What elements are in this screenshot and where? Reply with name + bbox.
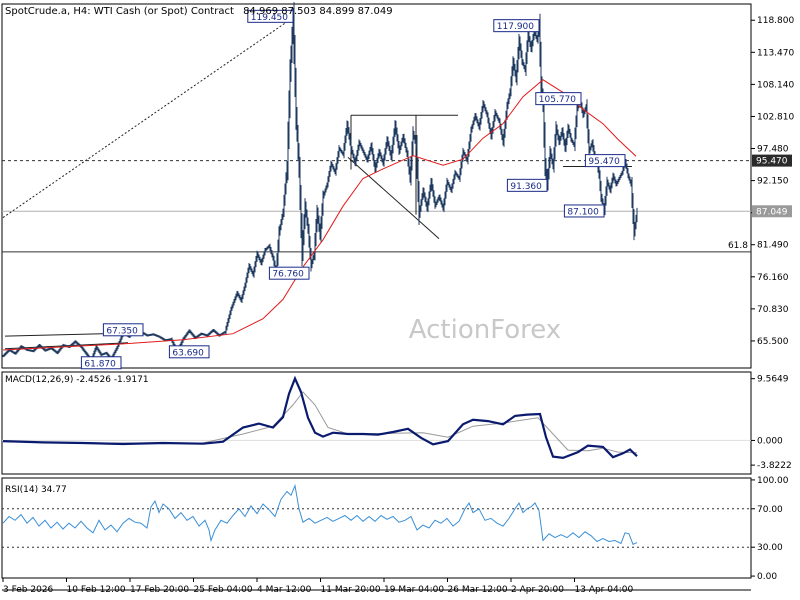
symbol-label: SpotCrude.a, H4: WTI Cash (or Spot) Cont… [5,6,234,17]
price-annotation-box [506,178,548,192]
time-tick-label: 13 Apr 04:00 [575,585,634,595]
price-ytick-label: 81.490 [757,241,789,251]
price-annotation-label: 91.360 [510,182,542,192]
price-annotation-label: 63.690 [172,348,204,358]
price-ytick-label: 108.140 [757,80,794,90]
price-ytick-label: 97.480 [757,145,789,155]
price-tag-box [752,205,792,218]
price-ytick-label: 118.800 [757,16,794,26]
rsi-title: RSI(14) 34.77 [5,485,67,495]
time-tick-label: 11 Mar 20:00 [321,585,381,595]
rsi-line [2,483,638,545]
time-tick-label: 3 Feb 2026 [3,585,54,595]
price-annotation-label: 76.760 [272,270,304,280]
rsi-ytick-label: 0.00 [757,572,777,582]
macd-line [2,375,638,460]
price-tag-box [752,154,792,167]
price-ytick-label: 102.810 [757,112,794,122]
price-annotation-label: 117.900 [497,22,534,32]
price-annotation-box [80,356,122,370]
chart-header: SpotCrude.a, H4: WTI Cash (or Spot) Cont… [5,6,393,17]
price-annotation-box [584,154,626,168]
price-annotation-box [563,204,605,218]
price-ytick-label: 70.830 [757,305,789,315]
price-ytick-label: 113.470 [757,48,794,58]
time-tick-label: 17 Feb 20:00 [130,585,189,595]
time-tick-label: 4 Mar 12:00 [257,585,312,595]
axes: 118.800 113.470 108.140 102.810 97.480 92.150… [2,16,794,595]
rsi-frame [1,477,752,579]
macd-signal-line [2,391,638,454]
price-annotation-label: 95.470 [588,157,620,167]
price-annotation-label: 119.450 [251,13,288,23]
price-annotation-label: 67.350 [106,326,138,336]
price-panel: 61.8 119.450 117.900 105.770 95.470 91.360 87.… [2,2,751,370]
trendline [347,157,440,240]
price-annotation-box [268,266,310,280]
price-tag-label: 95.470 [756,157,788,167]
price-annotation-box [168,345,210,359]
rsi-ytick-label: 30.00 [757,543,783,553]
time-tick-label: 2 Apr 20:00 [511,585,564,595]
time-tick-label: 25 Feb 04:00 [194,585,253,595]
price-ytick-label: 65.500 [757,337,789,347]
price-annotation-label: 87.100 [567,207,599,217]
ohlc-values: 84.969 87.503 84.899 87.049 [243,6,393,17]
macd-ytick-label: -3.8222 [757,461,792,471]
price-annotation-label: 105.770 [539,95,576,105]
time-tick-label: 26 Mar 12:00 [448,585,508,595]
price-ytick-label: 92.150 [757,177,789,187]
price-annotation-box [493,19,540,33]
price-annotation-box [247,9,294,23]
watermark: ActionForex [409,315,561,345]
moving-average-line [2,79,637,351]
macd-panel [2,375,751,460]
time-tick-label: 10 Feb 12:00 [67,585,126,595]
price-annotation-box [535,92,582,106]
macd-frame [1,371,752,475]
time-tick-label: 19 Mar 04:00 [384,585,444,595]
price-ytick-label: 76.160 [757,273,789,283]
price-annotation-box [102,323,144,337]
price-annotation-label: 61.870 [84,359,116,369]
macd-ytick-label: 0.000 [757,436,783,446]
rsi-ytick-label: 100.00 [757,476,789,486]
macd-ytick-label: 9.5649 [757,375,789,385]
rsi-panel [2,483,751,548]
macd-title: MACD(12,26,9) -2.4526 -1.9171 [5,375,149,385]
trendline [2,18,292,218]
rsi-ytick-label: 70.00 [757,505,783,515]
fib-level-label: 61.8 [728,241,748,251]
panel-frames [1,3,752,591]
price-frame [1,3,752,369]
price-tag-label: 87.049 [756,207,788,217]
